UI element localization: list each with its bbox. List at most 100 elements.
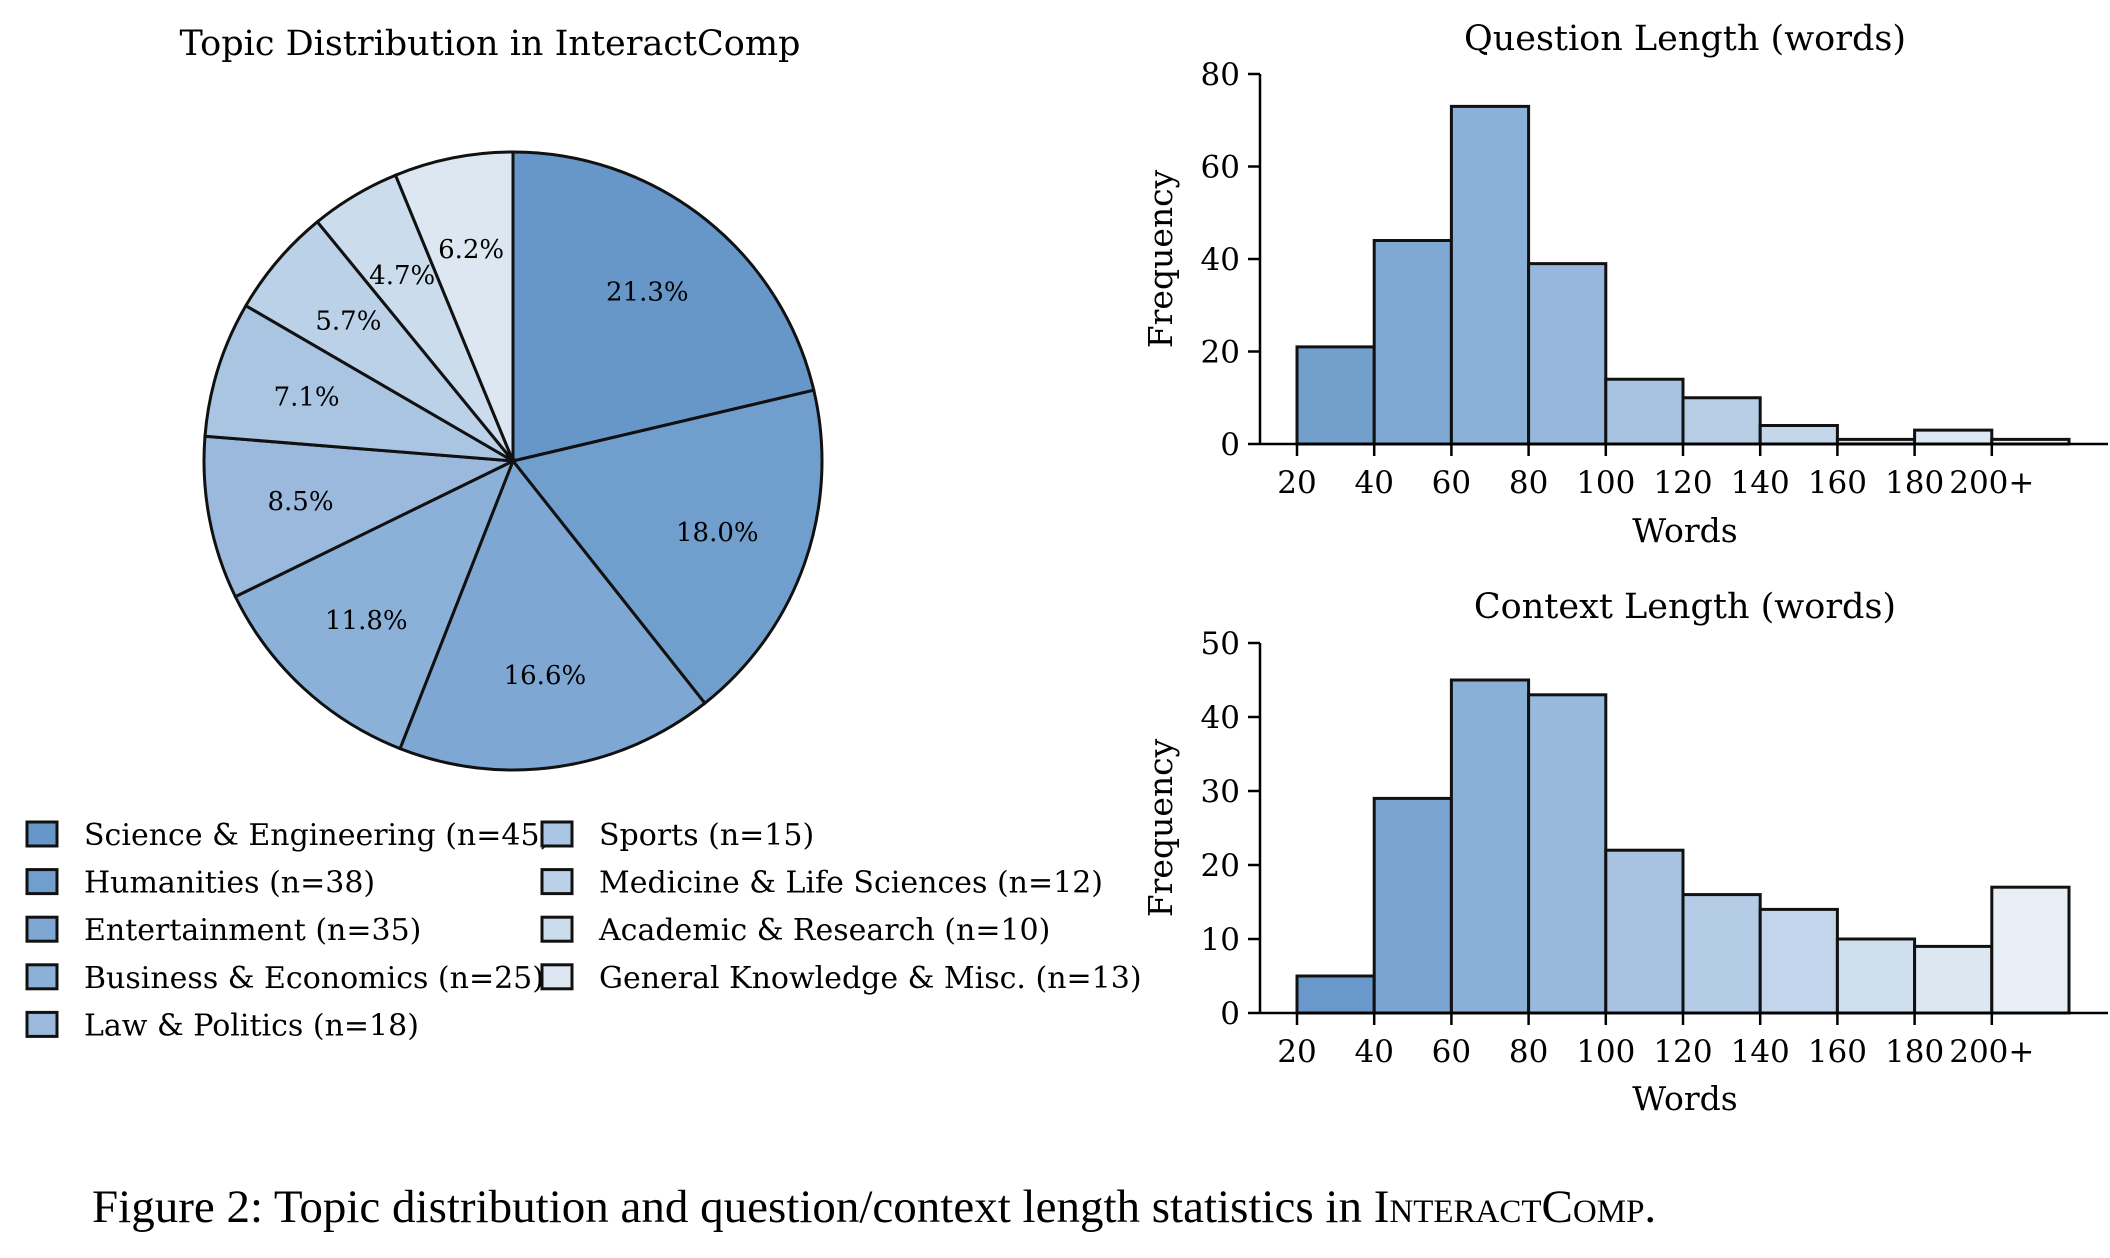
histogram-bar [1449, 678, 1531, 1015]
x-tick-label: 120 [1653, 465, 1712, 501]
x-tick-label: 60 [1432, 465, 1471, 501]
pie-title: Topic Distribution in InteractComp [180, 24, 801, 64]
histogram-bar [1990, 885, 2071, 1015]
pie-slice [398, 458, 707, 772]
pie-data-labels: 21.3% 18.0% 16.6% 11.8% 8.5% 7.1% 5.7% 4.7%6.2% [267, 235, 758, 691]
histogram-bar [1295, 974, 1376, 1015]
legend-swatch [25, 868, 59, 896]
histogram-bar [1835, 937, 1917, 1015]
x-tick-label: 20 [1277, 1034, 1316, 1070]
x-tick-label: 40 [1354, 465, 1393, 501]
y-tick-label: 50 [1201, 626, 1240, 662]
context-histogram-ylabel: Frequency [1141, 738, 1180, 917]
y-tick-label: 20 [1201, 335, 1240, 371]
legend-swatch [25, 820, 59, 848]
legend-swatch [540, 820, 574, 848]
context-histogram-title: Context Length (words) [1474, 587, 1896, 627]
caption-suffix: . [1644, 1181, 1656, 1233]
legend-label: Medicine & Life Sciences (n=12) [599, 866, 1103, 901]
histogram-bar [1527, 693, 1608, 1015]
x-tick-label: 120 [1653, 1034, 1712, 1070]
pie-data-label: 4.7% [369, 261, 435, 291]
x-tick-label: 180 [1885, 465, 1944, 501]
pie-data-label: 8.5% [267, 487, 333, 517]
context-histogram-bars [1295, 678, 2071, 1015]
pie-legend: Science & Engineering (n=45) Humanities (… [25, 818, 1142, 1043]
x-tick-label: 160 [1808, 1034, 1867, 1070]
y-tick-label: 10 [1201, 922, 1240, 958]
histogram-bar [1527, 262, 1608, 446]
histogram-bar [1372, 796, 1453, 1015]
x-tick-label: 100 [1576, 465, 1635, 501]
legend-label: Science & Engineering (n=45) [84, 818, 551, 853]
y-tick-label: 40 [1201, 242, 1240, 278]
y-tick-label: 80 [1201, 57, 1240, 93]
caption-name-rest-2: omp [1573, 1181, 1645, 1233]
histogram-bar [1681, 893, 1762, 1015]
pie-slice [393, 150, 515, 462]
pie-slice [511, 150, 816, 463]
legend-label: Academic & Research (n=10) [598, 913, 1050, 948]
pie-slices [202, 150, 824, 772]
figure-caption: Figure 2: Topic distribution and questio… [92, 1181, 1656, 1233]
y-tick-label: 30 [1201, 774, 1240, 810]
x-tick-label: 20 [1277, 465, 1316, 501]
histogram-bar [1681, 396, 1762, 446]
context-length-histogram: Context Length (words) 0 10 20 30 40 50 20 40 60… [1141, 587, 2108, 1118]
question-histogram-title: Question Length (words) [1464, 19, 1906, 59]
x-tick-label: 160 [1808, 465, 1867, 501]
legend-swatch [25, 1010, 59, 1038]
legend-label: Entertainment (n=35) [84, 913, 421, 948]
histogram-bar [1758, 907, 1839, 1015]
legend-label: Humanities (n=38) [84, 866, 375, 901]
caption-name-initial-2: C [1542, 1181, 1573, 1233]
histogram-bar [1604, 848, 1685, 1015]
histogram-bar [1758, 424, 1839, 446]
caption-name-rest-1: nteract [1389, 1181, 1541, 1233]
pie-slice [510, 388, 824, 706]
y-tick-label: 0 [1220, 427, 1240, 463]
caption-text: Figure 2: Topic distribution and questio… [92, 1181, 1374, 1233]
x-tick-label: 140 [1731, 1034, 1790, 1070]
question-histogram-bars [1295, 104, 2071, 446]
y-tick-label: 40 [1201, 700, 1240, 736]
legend-label: Sports (n=15) [599, 818, 814, 853]
histogram-bar [1913, 428, 1994, 446]
y-tick-label: 60 [1201, 150, 1240, 186]
legend-swatch [540, 915, 574, 943]
pie-slice [202, 434, 519, 599]
pie-chart: Topic Distribution in InteractComp 21.3%… [25, 24, 1142, 1043]
x-tick-label: 40 [1354, 1034, 1393, 1070]
legend-label: General Knowledge & Misc. (n=13) [599, 961, 1142, 996]
pie-data-label: 7.1% [274, 382, 340, 412]
context-histogram-xlabel: Words [1632, 1079, 1737, 1118]
pie-data-label: 6.2% [438, 235, 504, 265]
pie-slice [233, 457, 516, 751]
pie-data-label: 21.3% [606, 277, 689, 307]
x-tick-label: 140 [1731, 465, 1790, 501]
question-length-histogram: Question Length (words) 0 20 40 60 80 20 40 60 8… [1141, 19, 2108, 550]
pie-data-label: 18.0% [676, 518, 759, 548]
pie-data-label: 5.7% [315, 307, 381, 337]
histogram-bar [1449, 104, 1531, 446]
legend-swatch [25, 963, 59, 991]
legend-swatch [540, 868, 574, 896]
question-histogram-axes: 0 20 40 60 80 20 40 60 80 100 120 140 160 180 200+ [1201, 57, 2108, 501]
legend-swatch [540, 963, 574, 991]
histogram-bar [1372, 239, 1453, 446]
y-tick-label: 0 [1220, 996, 1240, 1032]
question-histogram-xlabel: Words [1632, 511, 1737, 550]
question-histogram-ylabel: Frequency [1141, 169, 1180, 348]
pie-data-label: 16.6% [504, 661, 587, 691]
histogram-bar [1913, 944, 1994, 1015]
legend-label: Law & Politics (n=18) [84, 1008, 419, 1043]
x-tick-label: 80 [1509, 465, 1548, 501]
y-tick-label: 20 [1201, 848, 1240, 884]
legend-swatch [25, 915, 59, 943]
caption-name-initial-1: I [1374, 1181, 1390, 1233]
histogram-bar [1604, 377, 1685, 446]
x-tick-label: 200+ [1949, 465, 2034, 501]
legend-label: Business & Economics (n=25) [84, 961, 544, 996]
x-tick-label: 100 [1576, 1034, 1635, 1070]
